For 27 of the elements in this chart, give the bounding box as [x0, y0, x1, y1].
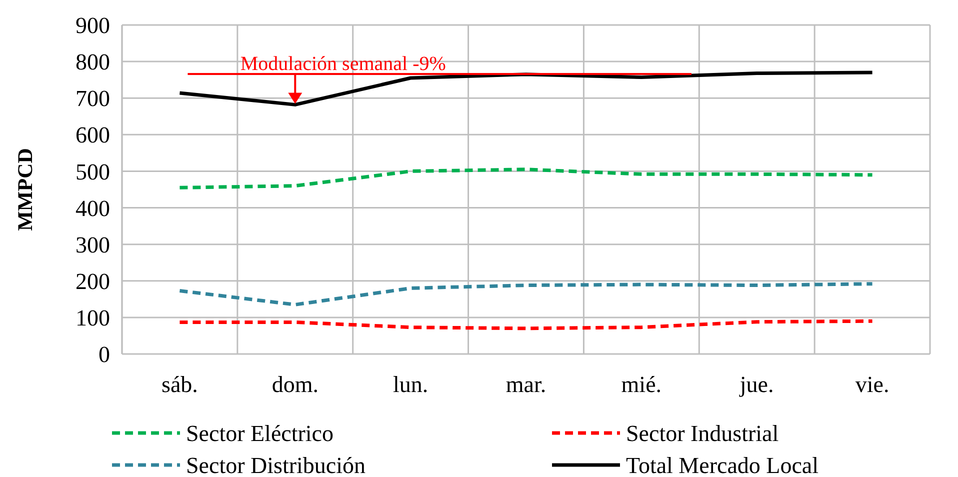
x-tick-label: sáb.: [162, 372, 198, 397]
y-axis-title: MMPCD: [13, 148, 37, 231]
y-tick-label: 0: [98, 342, 110, 368]
y-tick-label: 200: [76, 268, 110, 294]
y-tick-label: 100: [76, 305, 110, 330]
y-tick-label: 700: [76, 86, 110, 112]
line-series: [178, 319, 874, 330]
line-series: [178, 168, 874, 190]
x-tick-label: lun.: [393, 372, 428, 397]
legend-label: Sector Eléctrico: [186, 421, 334, 446]
y-tick-label: 600: [76, 122, 110, 148]
y-tick-label: 800: [76, 50, 110, 75]
y-tick-label: 500: [76, 159, 110, 184]
x-tick-label: jue.: [738, 372, 774, 397]
legend-label: Sector Distribución: [186, 453, 366, 477]
line-series: [178, 282, 874, 306]
x-tick-label: mar.: [506, 372, 546, 397]
legend-label: Sector Industrial: [626, 421, 779, 446]
x-tick-label: mié.: [621, 372, 662, 397]
line-series: [178, 70, 874, 106]
annotation: Modulación semanal -9%: [240, 52, 446, 75]
y-tick-label: 900: [76, 13, 110, 38]
y-tick-label: 400: [76, 196, 110, 221]
y-tick-label: 300: [76, 232, 110, 258]
x-tick-label: vie.: [855, 372, 890, 397]
legend-label: Total Mercado Local: [626, 453, 819, 477]
x-tick-label: dom.: [272, 372, 318, 397]
